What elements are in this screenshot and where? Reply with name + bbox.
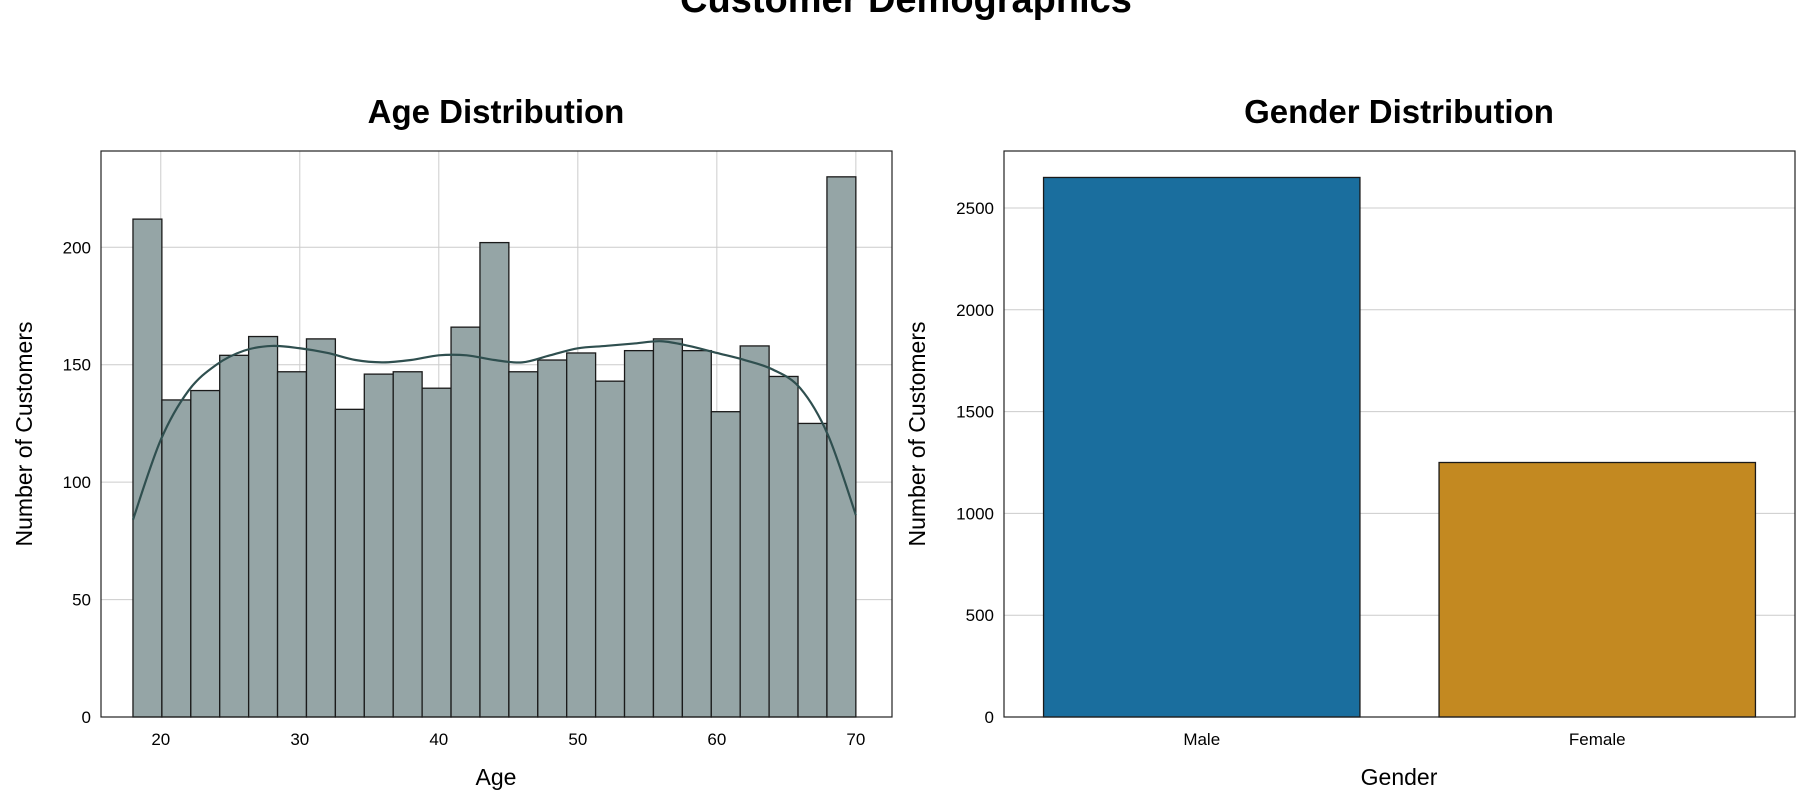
age-y-ticks: 0 50 100 150 200 — [63, 238, 91, 727]
age-chart-title: Age Distribution — [368, 93, 625, 130]
age-x-axis-label: Age — [476, 764, 517, 790]
gender-x-tick-label: Male — [1183, 730, 1220, 749]
histogram-bar — [363, 373, 394, 718]
gender-x-axis-label: Gender — [1361, 764, 1438, 790]
histogram-bar — [276, 371, 308, 718]
gender-y-axis-label: Number of Customers — [904, 322, 930, 547]
histogram-bar — [305, 338, 337, 718]
gender-bar-male — [1042, 176, 1361, 718]
histogram-bar — [219, 354, 250, 718]
histogram-bar — [652, 338, 684, 718]
gender-y-tick-label: 2500 — [956, 199, 994, 218]
gender-bars — [1042, 176, 1757, 718]
gender-chart-title: Gender Distribution — [1244, 93, 1554, 130]
histogram-bar — [190, 389, 221, 718]
age-kde-line — [131, 340, 857, 521]
histogram-bar — [768, 375, 799, 718]
gender-y-tick-label: 500 — [966, 606, 994, 625]
histogram-bar — [508, 371, 539, 718]
histogram-bar — [479, 241, 510, 718]
histogram-bar — [334, 408, 365, 718]
histogram-bar — [594, 380, 626, 718]
age-y-axis-label: Number of Customers — [11, 322, 37, 547]
histogram-bar — [710, 411, 741, 718]
age-y-tick-label: 50 — [72, 591, 91, 610]
gender-distribution-chart: Gender Distribution Male Female 0 500 1000 1… — [904, 93, 1796, 790]
gender-plot-frame — [1003, 150, 1796, 718]
age-y-tick-label: 0 — [82, 708, 91, 727]
age-x-tick-label: 60 — [707, 730, 726, 749]
gender-y-tick-label: 1000 — [956, 504, 994, 523]
histogram-bar — [681, 349, 712, 718]
age-x-ticks: 20 30 40 50 60 70 — [151, 730, 865, 749]
histogram-bar — [161, 399, 192, 718]
histogram-bar — [739, 345, 770, 718]
histogram-bar — [450, 326, 481, 718]
gender-x-ticks: Male Female — [1183, 730, 1625, 749]
age-histogram-bars — [132, 176, 857, 718]
histogram-bar — [826, 176, 857, 718]
gender-y-tick-label: 0 — [985, 708, 994, 727]
figure-title: Customer Demographics — [680, 0, 1132, 21]
histogram-bar — [392, 371, 423, 718]
age-plot-frame — [100, 150, 893, 718]
age-y-tick-label: 100 — [63, 473, 91, 492]
histogram-bar — [537, 359, 568, 718]
age-x-tick-label: 20 — [151, 730, 170, 749]
age-y-tick-label: 200 — [63, 238, 91, 257]
gender-y-tick-label: 2000 — [956, 301, 994, 320]
histogram-bar — [132, 218, 163, 718]
gender-y-ticks: 0 500 1000 1500 2000 2500 — [956, 199, 994, 727]
age-y-tick-label: 150 — [63, 356, 91, 375]
histogram-bar — [421, 387, 452, 718]
histogram-bar — [623, 349, 655, 718]
age-distribution-chart: Age Distribution 20 30 40 50 60 70 0 50 100 150 2… — [11, 93, 893, 790]
gender-x-tick-label: Female — [1569, 730, 1626, 749]
age-x-tick-label: 40 — [429, 730, 448, 749]
gender-bar-female — [1438, 461, 1757, 718]
age-x-tick-label: 30 — [290, 730, 309, 749]
histogram-bar — [247, 335, 279, 718]
age-x-tick-label: 50 — [568, 730, 587, 749]
age-x-tick-label: 70 — [846, 730, 865, 749]
histogram-bar — [797, 422, 828, 718]
histogram-bar — [566, 352, 597, 718]
gender-y-tick-label: 1500 — [956, 403, 994, 422]
